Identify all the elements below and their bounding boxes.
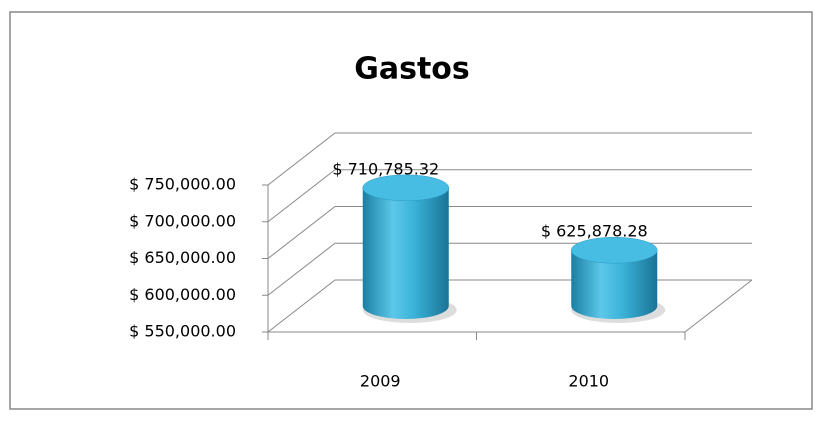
data-label: $ 625,878.28 <box>541 222 648 241</box>
chart-title: Gastos <box>354 52 470 87</box>
grid-line <box>267 132 752 186</box>
data-label: $ 710,785.32 <box>332 159 439 178</box>
bar <box>571 250 658 319</box>
bar-top <box>362 174 449 202</box>
grid-line <box>267 206 752 259</box>
y-tick-label: $ 700,000.00 <box>129 211 236 230</box>
x-tick-label: 2009 <box>360 372 401 391</box>
bar-top <box>571 236 658 264</box>
y-tick-label: $ 550,000.00 <box>129 322 236 341</box>
bar <box>362 187 449 319</box>
y-tick-label: $ 600,000.00 <box>129 285 236 304</box>
x-tick-label: 2010 <box>568 372 609 391</box>
grid-line <box>267 169 752 223</box>
y-tick-label: $ 750,000.00 <box>129 175 236 194</box>
y-tick-label: $ 650,000.00 <box>129 248 236 267</box>
